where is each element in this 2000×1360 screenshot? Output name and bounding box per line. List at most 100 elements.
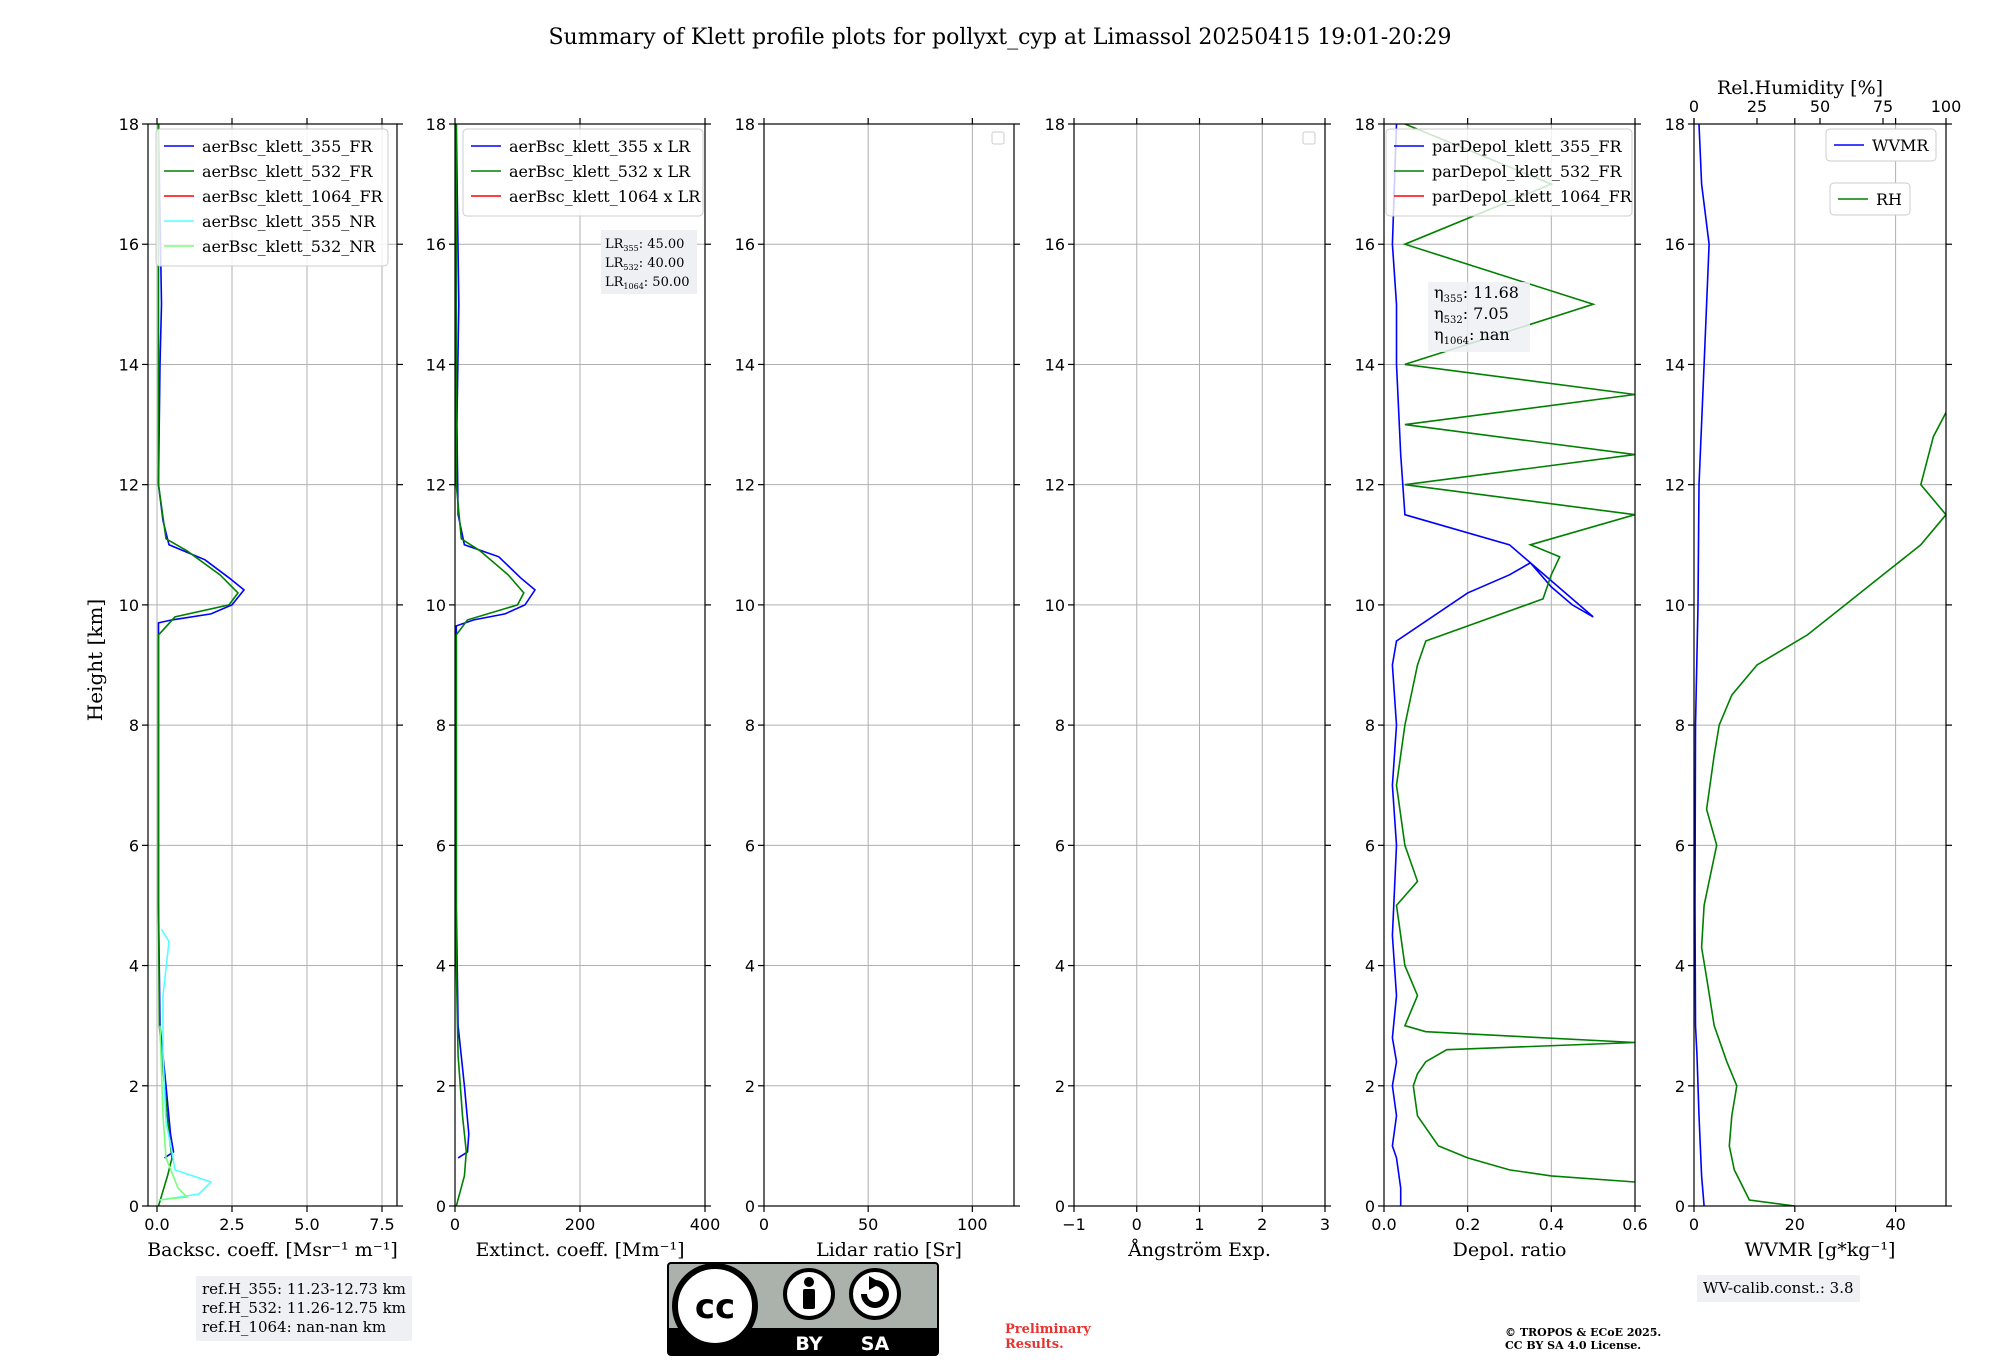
series-line-parDepol_klett_532_FR (1395, 124, 1635, 1183)
empty-legend (1302, 131, 1316, 145)
y-tick-label: 18 (1355, 115, 1375, 134)
y-tick-label: 16 (1355, 235, 1375, 254)
y-tick-label: 18 (1045, 115, 1065, 134)
y-tick-label: 2 (1675, 1077, 1685, 1096)
x-axis-label: WVMR [g*kg⁻¹] (1745, 1239, 1896, 1261)
x2-tick-label: 100 (1931, 97, 1962, 116)
y-tick-label: 4 (436, 957, 446, 976)
annotation-text: η355: 11.68 (1434, 283, 1519, 305)
y-tick-label: 12 (1045, 476, 1065, 495)
figure-title: Summary of Klett profile plots for polly… (548, 25, 1451, 50)
y-tick-label: 14 (1665, 355, 1685, 374)
y-tick-label: 18 (119, 115, 139, 134)
x2-tick-label: 75 (1873, 97, 1893, 116)
y-tick-label: 12 (1355, 476, 1375, 495)
x-tick-label: 3 (1320, 1215, 1330, 1234)
y-tick-label: 16 (1045, 235, 1065, 254)
x-tick-label: 0.2 (1455, 1215, 1480, 1234)
x-tick-label: 40 (1885, 1215, 1905, 1234)
y-tick-label: 8 (129, 716, 139, 735)
x-tick-label: 0 (450, 1215, 460, 1234)
x-tick-label: 0.0 (144, 1215, 169, 1234)
y-tick-label: 10 (735, 596, 755, 615)
by-label: BY (795, 1333, 822, 1355)
axes-frame (763, 123, 1015, 1207)
x-tick-label: 0.6 (1622, 1215, 1647, 1234)
x-tick-label: 200 (565, 1215, 596, 1234)
y-tick-label: 8 (1365, 716, 1375, 735)
y-tick-label: 4 (129, 957, 139, 976)
y-tick-label: 0 (436, 1197, 446, 1216)
legend: aerBsc_klett_355 x LR aerBsc_klett_532 x … (462, 128, 704, 217)
legend-label: RH (1876, 190, 1902, 209)
x-axis-label: Ångström Exp. (1127, 1239, 1271, 1261)
annotation-text: η1064: nan (1434, 325, 1510, 347)
x-tick-label: 400 (690, 1215, 721, 1234)
x-tick-label: 0 (759, 1215, 769, 1234)
copyright-line-1: © TROPOS & ECoE 2025. (1505, 1326, 1662, 1339)
annotation-text: LR1064: 50.00 (605, 275, 690, 291)
y-axis-label: Height [km] (83, 599, 107, 721)
x-axis-label: Depol. ratio (1453, 1239, 1567, 1261)
y-tick-label: 6 (1365, 836, 1375, 855)
x2-tick-label: 25 (1747, 97, 1767, 116)
axes-frame (147, 123, 398, 1207)
y-tick-label: 16 (426, 235, 446, 254)
y-tick-label: 12 (426, 476, 446, 495)
y-tick-label: 10 (426, 596, 446, 615)
x-tick-label: 5.0 (294, 1215, 319, 1234)
series-line-aerBsc_klett_355_FR (157, 124, 246, 1159)
x-tick-label: 100 (957, 1215, 988, 1234)
wv-calib-box: WV-calib.const.: 3.8 (1697, 1275, 1860, 1302)
x-tick-label: 1 (1194, 1215, 1204, 1234)
panel-bsc: 0 2 4 6 8 10 12 14 16 18 0.0 2.5 5.0 7.5 Backsc. coeff… (119, 115, 403, 1261)
y-tick-label: 2 (129, 1077, 139, 1096)
y-tick-label: 0 (1055, 1197, 1065, 1216)
panel-lr: 0 2 4 6 8 10 12 14 16 18 0 50 100 Lidar ratio [Sr] (735, 115, 1020, 1261)
y-tick-label: 6 (129, 836, 139, 855)
legend: WVMR RH (1825, 128, 1937, 216)
annotation-box: LR355: 45.00 LR532: 40.00 LR1064: 50.00 (601, 230, 697, 294)
series-line-parDepol_klett_355_FR (1391, 124, 1594, 1206)
empty-legend (991, 131, 1005, 145)
x-tick-label: 20 (1785, 1215, 1805, 1234)
y-tick-label: 18 (1665, 115, 1685, 134)
preliminary-line-2: Results. (1005, 1337, 1064, 1352)
series-line-aerBsc_klett_355_NR (159, 929, 213, 1201)
x2-tick-label: 0 (1689, 97, 1699, 116)
y-tick-label: 18 (426, 115, 446, 134)
legend-label: aerBsc_klett_1064 x LR (509, 187, 701, 206)
annotation-text: LR532: 40.00 (605, 256, 684, 272)
y-tick-label: 14 (119, 355, 139, 374)
x-tick-label: 0 (1132, 1215, 1142, 1234)
copyright-line-2: CC BY SA 4.0 License. (1505, 1339, 1642, 1352)
axes-frame (1693, 123, 1947, 1207)
x-tick-label: 7.5 (369, 1215, 394, 1234)
x-axis-label: Backsc. coeff. [Msr⁻¹ m⁻¹] (147, 1239, 398, 1261)
series-line-WVMR (1694, 124, 1710, 1206)
y-tick-label: 6 (1055, 836, 1065, 855)
y-tick-label: 2 (745, 1077, 755, 1096)
annotation-text: η532: 7.05 (1434, 304, 1509, 326)
panel-ext: 0 2 4 6 8 10 12 14 16 18 0 200 400 Extinct. coeff. [M… (426, 115, 721, 1261)
y-tick-label: 8 (1055, 716, 1065, 735)
legend-label: aerBsc_klett_532 x LR (509, 162, 691, 181)
legend: parDepol_klett_355_FR parDepol_klett_532_… (1385, 128, 1633, 217)
y-tick-label: 2 (436, 1077, 446, 1096)
y-tick-label: 0 (745, 1197, 755, 1216)
ref-h-1064: ref.H_1064: nan-nan km (202, 1318, 387, 1336)
series-line-aerBsc_klett_355 x LR (455, 124, 537, 1159)
y-tick-label: 18 (735, 115, 755, 134)
cc-logo-icon (672, 1263, 758, 1349)
cc-logo-text: cc (695, 1287, 735, 1327)
y-tick-label: 4 (1055, 957, 1065, 976)
y-tick-label: 14 (1045, 355, 1065, 374)
x-axis-label: Lidar ratio [Sr] (816, 1239, 962, 1261)
y-tick-label: 6 (745, 836, 755, 855)
x-tick-label: 50 (858, 1215, 878, 1234)
legend-label: aerBsc_klett_532_NR (202, 237, 376, 256)
